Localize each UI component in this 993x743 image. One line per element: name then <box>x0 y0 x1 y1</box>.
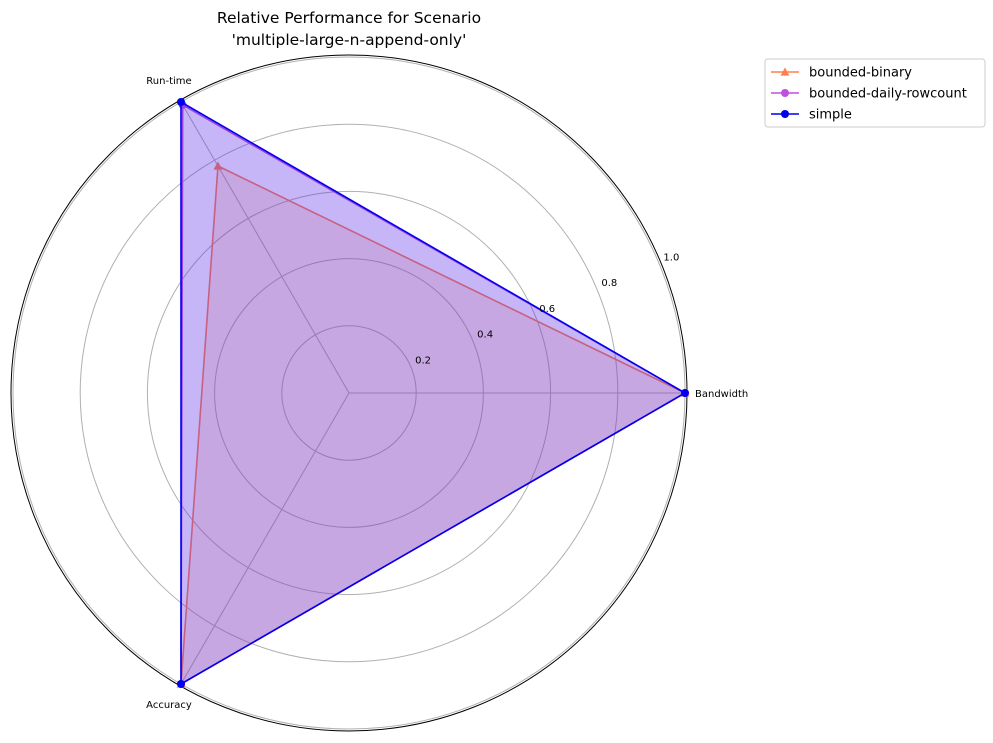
legend-label: bounded-daily-rowcount <box>809 87 967 102</box>
axis-labels: 0.2 0.4 0.6 0.8 1.0 Bandwidth Run-time Accuracy <box>146 76 748 711</box>
axis-label-bandwidth: Bandwidth <box>695 389 748 400</box>
radial-tick-label: 0.6 <box>539 304 555 315</box>
legend-marker <box>781 110 789 118</box>
series-point-bounded-binary <box>213 161 223 170</box>
radial-tick-label: 0.2 <box>415 355 431 366</box>
legend-item-bounded-binary: bounded-binary <box>771 66 912 81</box>
grid-spoke <box>180 101 350 394</box>
grid <box>10 54 688 732</box>
grid-spoke <box>180 392 350 685</box>
series-fill-simple <box>181 102 685 684</box>
chart-title-line-2: 'multiple-large-n-append-only' <box>232 31 467 49</box>
legend-label: bounded-binary <box>809 66 912 81</box>
series-fill-bounded-daily-rowcount <box>181 104 685 684</box>
legend-frame <box>764 58 986 128</box>
radial-tick-label: 1.0 <box>663 252 679 263</box>
radial-tick-label: 0.8 <box>601 278 617 289</box>
series-point-simple <box>177 98 185 107</box>
series-layer <box>176 98 690 688</box>
legend: bounded-binary bounded-daily-rowcount simp… <box>764 58 986 128</box>
axis-label-run-time: Run-time <box>146 76 191 87</box>
legend-item-bounded-daily-rowcount: bounded-daily-rowcount <box>771 87 967 102</box>
axis-label-accuracy: Accuracy <box>146 700 192 711</box>
series-point-simple <box>177 679 185 688</box>
radial-tick-label: 0.4 <box>477 330 493 341</box>
chart-title-line-1: Relative Performance for Scenario <box>217 9 481 27</box>
legend-marker <box>781 89 789 97</box>
legend-item-simple: simple <box>771 108 852 123</box>
legend-label: simple <box>809 108 852 123</box>
series-fill-bounded-binary <box>181 166 685 684</box>
series-point-simple <box>681 389 689 397</box>
legend-marker <box>780 67 790 76</box>
series-line-simple <box>180 100 687 686</box>
